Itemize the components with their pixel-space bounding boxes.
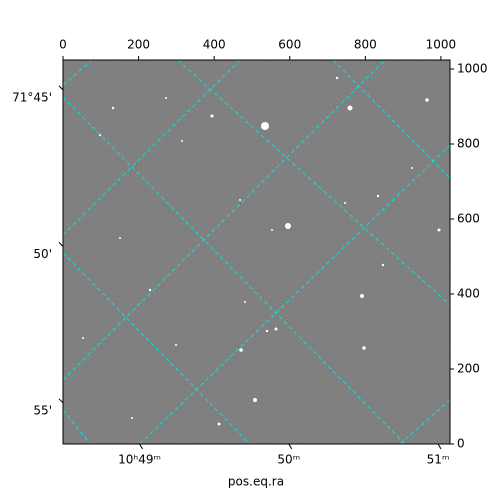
right-tick-label: 1000: [457, 62, 488, 76]
top-tick-label: 600: [278, 38, 301, 52]
image: [63, 60, 450, 444]
ra-tick-label: 51ᵐ: [427, 453, 450, 467]
dec-tick: [58, 85, 64, 91]
ra-tick: [288, 443, 293, 450]
ra-tick: [437, 443, 442, 450]
top-tick-label: 800: [354, 38, 377, 52]
dec-tick-label: 71°45': [12, 90, 52, 104]
top-tick-label: 400: [203, 38, 226, 52]
right-tick-label: 0: [457, 437, 465, 451]
dec-tick: [58, 241, 64, 247]
ra-tick-label: 10ʰ49ᵐ: [118, 453, 161, 467]
right-tick-label: 600: [457, 212, 480, 226]
top-tick-label: 200: [127, 38, 150, 52]
ra-tick-label: 50ᵐ: [277, 453, 300, 467]
right-tick-label: 800: [457, 137, 480, 151]
image-noise: [63, 60, 450, 444]
dec-tick-label: 55': [33, 403, 52, 417]
ra-tick: [139, 443, 143, 450]
top-tick-label: 0: [59, 38, 67, 52]
right-tick-label: 400: [457, 287, 480, 301]
coordinate-grid: [63, 60, 450, 444]
dec-tick: [58, 398, 64, 404]
dec-tick-label: 50': [33, 247, 52, 261]
plot-frame: [62, 59, 451, 445]
x-axis-label: pos.eq.ra: [228, 475, 284, 489]
right-tick-label: 200: [457, 362, 480, 376]
stars: [82, 76, 441, 426]
top-tick-label: 1000: [426, 38, 457, 52]
